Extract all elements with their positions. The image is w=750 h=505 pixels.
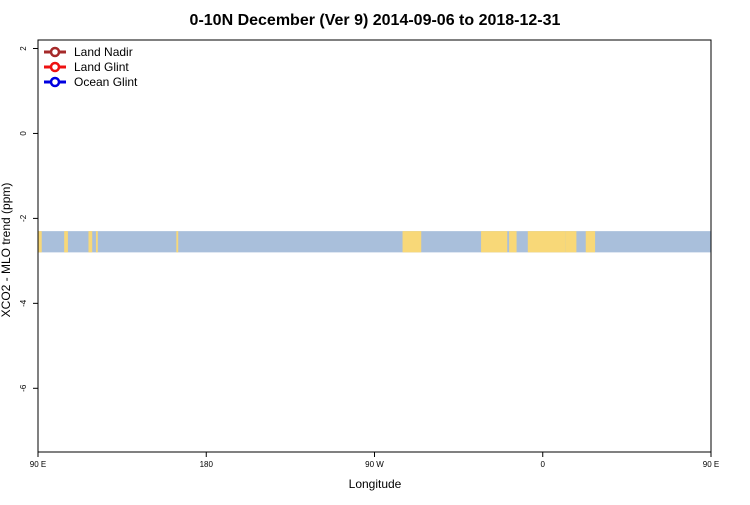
land-patch	[585, 231, 596, 253]
x-tick-label: 180	[200, 460, 214, 469]
x-axis-label: Longitude	[349, 477, 402, 491]
x-tick-label: 90 W	[365, 460, 384, 469]
y-tick-label: -2	[19, 214, 28, 222]
land-patch	[88, 231, 93, 253]
y-tick-label: -6	[19, 384, 28, 392]
legend-label: Ocean Glint	[74, 75, 138, 89]
land-patch	[176, 231, 179, 253]
x-tick-label: 0	[541, 460, 546, 469]
land-patch	[38, 231, 42, 253]
land-patch	[95, 231, 98, 253]
land-patch	[565, 231, 577, 253]
y-tick-label: 0	[19, 131, 28, 136]
legend-label: Land Glint	[74, 60, 129, 74]
y-axis-label: XCO2 - MLO trend (ppm)	[0, 183, 13, 318]
land-patch	[64, 231, 68, 253]
plot-area	[37, 39, 712, 453]
chart-title: 0-10N December (Ver 9) 2014-09-06 to 201…	[190, 12, 561, 29]
y-axis: 2 0 -2 -4 -6	[19, 46, 38, 392]
land-patch	[402, 231, 422, 253]
ocean-band	[38, 231, 711, 253]
legend-marker	[49, 61, 61, 73]
legend-marker	[49, 46, 61, 58]
land-patch	[527, 231, 566, 253]
x-axis: 90 E 180 90 W 0 90 E	[30, 452, 719, 469]
y-tick-label: -4	[19, 299, 28, 307]
land-patch	[509, 231, 517, 253]
x-tick-label: 90 E	[703, 460, 719, 469]
legend-label: Land Nadir	[74, 45, 133, 59]
land-patch	[481, 231, 508, 253]
legend-marker	[49, 76, 61, 88]
y-tick-label: 2	[19, 46, 28, 51]
x-tick-label: 90 E	[30, 460, 46, 469]
